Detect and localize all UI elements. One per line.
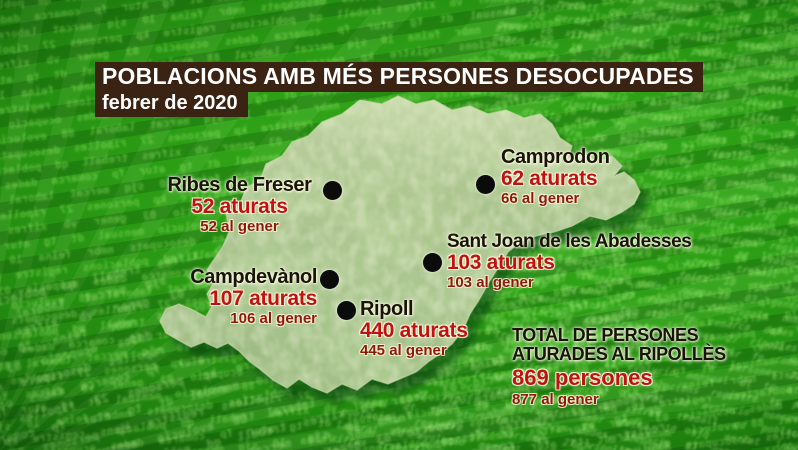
town-unemployed-value: 440 aturats — [360, 319, 468, 342]
map-marker-ribes-de-freser-icon — [323, 181, 342, 200]
town-label-campdevanol: Campdevànol 107 aturats 106 al gener — [177, 266, 317, 328]
town-unemployed-value: 52 aturats — [191, 195, 288, 218]
town-previous-month: 445 al gener — [360, 342, 447, 359]
town-name: Sant Joan de les Abadesses — [447, 231, 692, 252]
map-marker-campdevanol-icon — [320, 270, 339, 289]
total-label-line1: TOTAL DE PERSONES — [512, 325, 699, 345]
town-name: Campdevànol — [190, 266, 317, 288]
total-previous-month: 877 al gener — [512, 391, 599, 408]
map-marker-camprodon-icon — [476, 175, 495, 194]
map-border — [159, 95, 641, 394]
subtitle-date: febrer de 2020 — [95, 91, 248, 117]
town-previous-month: 52 al gener — [200, 218, 279, 235]
total-unemployed-value: 869 persones — [512, 365, 653, 390]
title-banner: POBLACIONS AMB MÉS PERSONES DESOCUPADES … — [95, 62, 703, 117]
page-title: POBLACIONS AMB MÉS PERSONES DESOCUPADES — [95, 62, 703, 92]
town-name: Ribes de Freser — [167, 174, 312, 196]
town-unemployed-value: 107 aturats — [209, 287, 317, 310]
town-name: Camprodon — [501, 146, 610, 168]
map-marker-ripoll-icon — [337, 301, 356, 320]
total-summary: TOTAL DE PERSONES ATURADES AL RIPOLLÈS 8… — [512, 325, 726, 409]
town-label-camprodon: Camprodon 62 aturats 66 al gener — [501, 146, 610, 208]
town-previous-month: 103 al gener — [447, 274, 534, 291]
town-unemployed-value: 103 aturats — [447, 251, 555, 274]
town-previous-month: 106 al gener — [230, 310, 317, 327]
town-label-sant-joan-de-les-abadesses: Sant Joan de les Abadesses 103 aturats 1… — [447, 231, 692, 291]
town-label-ribes-de-freser: Ribes de Freser 52 aturats 52 al gener — [137, 174, 342, 236]
total-label-line2: ATURADES AL RIPOLLÈS — [512, 344, 726, 364]
town-previous-month: 66 al gener — [501, 190, 580, 207]
town-name: Ripoll — [360, 298, 414, 320]
town-label-ripoll: Ripoll 440 aturats 445 al gener — [360, 298, 468, 360]
map-marker-sant-joan-icon — [423, 253, 442, 272]
town-unemployed-value: 62 aturats — [501, 167, 598, 190]
